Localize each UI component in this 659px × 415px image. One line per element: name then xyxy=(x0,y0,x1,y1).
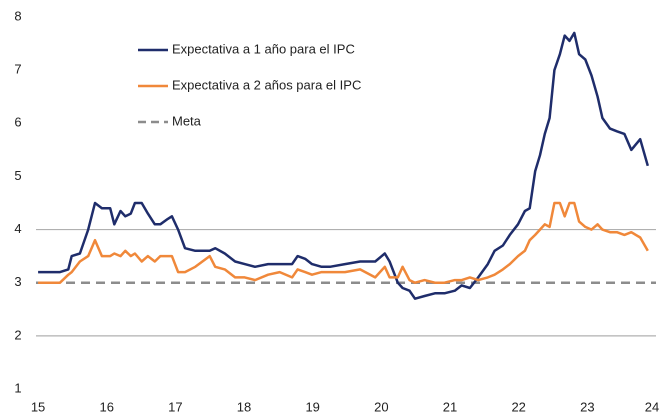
series-line xyxy=(38,201,649,284)
legend-label: Expectativa a 1 año para el IPC xyxy=(172,41,355,56)
y-tick-label: 4 xyxy=(14,221,21,236)
y-tick-label: 8 xyxy=(14,8,21,23)
x-tick-label: 17 xyxy=(168,399,182,414)
x-tick-label: 22 xyxy=(511,399,525,414)
x-tick-label: 21 xyxy=(443,399,457,414)
x-tick-label: 19 xyxy=(305,399,319,414)
x-tick-label: 24 xyxy=(645,399,659,414)
y-tick-label: 3 xyxy=(14,274,21,289)
y-tick-label: 7 xyxy=(14,62,21,77)
legend-label: Meta xyxy=(172,113,202,128)
y-tick-label: 5 xyxy=(14,168,21,183)
y-tick-label: 2 xyxy=(14,327,21,342)
x-tick-label: 23 xyxy=(580,399,594,414)
x-tick-label: 20 xyxy=(374,399,388,414)
y-tick-label: 6 xyxy=(14,115,21,130)
y-tick-label: 1 xyxy=(14,380,21,395)
legend-label: Expectativa a 2 años para el IPC xyxy=(172,77,361,92)
x-tick-label: 16 xyxy=(99,399,113,414)
series-line xyxy=(38,31,650,300)
x-tick-label: 15 xyxy=(31,399,45,414)
x-tick-label: 18 xyxy=(237,399,251,414)
